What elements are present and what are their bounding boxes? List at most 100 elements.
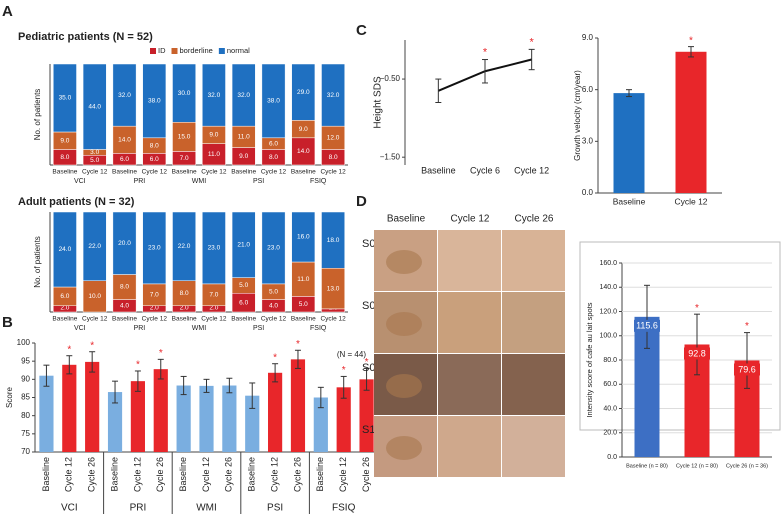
x-tick-label: Cycle 12 xyxy=(142,316,168,323)
data-label: 10.0 xyxy=(88,293,101,300)
data-label: 9.0 xyxy=(239,153,248,160)
y-tick-label: 70 xyxy=(21,447,30,456)
x-tick-label: Baseline xyxy=(315,457,325,492)
bar xyxy=(359,379,374,452)
bar-segment xyxy=(231,211,256,278)
photo-column-header: Cycle 12 xyxy=(451,214,490,225)
panel-d-frame xyxy=(579,241,781,431)
y-tick-label: −0.50 xyxy=(380,74,401,83)
x-tick-label: Cycle 12 xyxy=(338,457,348,492)
photo xyxy=(502,416,565,477)
significance-marker: * xyxy=(136,360,140,371)
photo-spot xyxy=(386,374,422,398)
bar-segment xyxy=(321,63,345,127)
chart-title: Adult patients (N = 32) xyxy=(18,196,135,208)
panel-letter: A xyxy=(2,3,13,20)
data-label: 9.0 xyxy=(299,126,308,133)
x-tick-label: Cycle 12 xyxy=(269,457,279,492)
data-label: 8.0 xyxy=(180,290,189,297)
significance-marker: * xyxy=(159,348,163,359)
x-tick-label: Baseline xyxy=(421,165,456,175)
data-label: 8.0 xyxy=(60,154,69,161)
bar-segment xyxy=(82,211,107,281)
x-tick-label: Cycle 12 xyxy=(82,169,108,176)
bar-segment xyxy=(261,63,286,139)
bar-segment xyxy=(202,211,226,285)
bar-segment xyxy=(142,63,167,139)
group-label: PRI xyxy=(134,325,146,332)
y-tick-label: 3.0 xyxy=(582,136,594,145)
x-tick-label: Cycle 12 xyxy=(201,169,227,176)
y-tick-label: 9.0 xyxy=(582,33,594,42)
y-tick-label: 80.0 xyxy=(603,357,617,364)
significance-marker: * xyxy=(530,36,535,48)
significance-marker: * xyxy=(745,321,749,332)
x-tick-label: Baseline xyxy=(172,316,197,323)
bar xyxy=(336,387,351,452)
x-tick-label: Baseline xyxy=(291,169,316,176)
significance-marker: * xyxy=(695,303,699,314)
x-tick-label: Cycle 12 xyxy=(132,457,142,492)
y-tick-label: 100 xyxy=(17,338,31,347)
data-label: 11.0 xyxy=(238,134,251,141)
significance-marker: * xyxy=(689,35,693,46)
legend-swatch xyxy=(218,48,225,54)
data-label: 32.0 xyxy=(118,92,131,99)
group-label: PSI xyxy=(253,178,264,185)
bar xyxy=(107,392,123,452)
x-tick-label: Baseline xyxy=(613,196,646,206)
data-label: 44.0 xyxy=(88,103,101,110)
y-tick-label: 0.0 xyxy=(607,454,617,461)
group-label: VCI xyxy=(61,503,78,514)
y-axis-label: Intensity score of cafe au lait spots xyxy=(585,302,594,417)
bar-segment xyxy=(172,63,196,123)
x-tick-label: Cycle 12 xyxy=(320,169,346,176)
group-label: PSI xyxy=(267,503,283,514)
data-label: 32.0 xyxy=(208,92,221,99)
y-tick-label: 160.0 xyxy=(599,260,617,267)
panel-letter: B xyxy=(2,314,13,331)
x-tick-label: Baseline xyxy=(112,169,137,176)
y-tick-label: 6.0 xyxy=(582,85,594,94)
data-label-box xyxy=(734,363,760,376)
bar-segment xyxy=(53,63,77,133)
group-label: PSI xyxy=(253,325,264,332)
x-tick-label: Cycle 26 xyxy=(224,457,234,492)
data-label: 32.0 xyxy=(237,92,250,99)
data-label: 9.0 xyxy=(60,137,69,144)
legend-label: ID xyxy=(158,46,166,55)
x-tick-label: Baseline xyxy=(247,457,257,492)
photo xyxy=(438,354,501,415)
data-label: 6.0 xyxy=(60,293,69,300)
data-label: 23.0 xyxy=(148,245,161,252)
data-label: 115.6 xyxy=(636,321,658,331)
bar xyxy=(313,397,328,452)
x-tick-label: Cycle 26 xyxy=(292,457,302,492)
y-tick-label: 100.0 xyxy=(599,333,617,340)
x-tick-label: Cycle 12 xyxy=(674,196,707,206)
data-label: 11.0 xyxy=(297,276,310,283)
data-label: 38.0 xyxy=(148,98,161,105)
significance-marker: * xyxy=(90,340,94,351)
x-tick-label: Cycle 12 xyxy=(64,457,74,492)
y-tick-label: 40.0 xyxy=(603,405,617,412)
data-label: 92.8 xyxy=(688,348,706,358)
bar xyxy=(199,385,214,452)
data-label: 8.0 xyxy=(329,154,338,161)
bar xyxy=(176,385,191,452)
data-label: 38.0 xyxy=(267,98,280,105)
data-label: 29.0 xyxy=(297,89,310,96)
y-tick-label: 90 xyxy=(21,374,30,383)
significance-marker: * xyxy=(483,46,488,58)
data-label: 6.0 xyxy=(150,156,159,163)
group-label: VCI xyxy=(74,178,86,185)
bar xyxy=(245,395,260,452)
data-label: 14.0 xyxy=(297,148,310,155)
legend-label: borderline xyxy=(180,46,213,55)
data-label: 20.0 xyxy=(118,240,131,247)
x-tick-label: Baseline xyxy=(52,169,77,176)
data-label: 2.0 xyxy=(150,305,159,312)
group-label: FSIQ xyxy=(310,178,327,185)
data-label: 18.0 xyxy=(327,237,340,244)
bar-segment xyxy=(231,63,256,127)
